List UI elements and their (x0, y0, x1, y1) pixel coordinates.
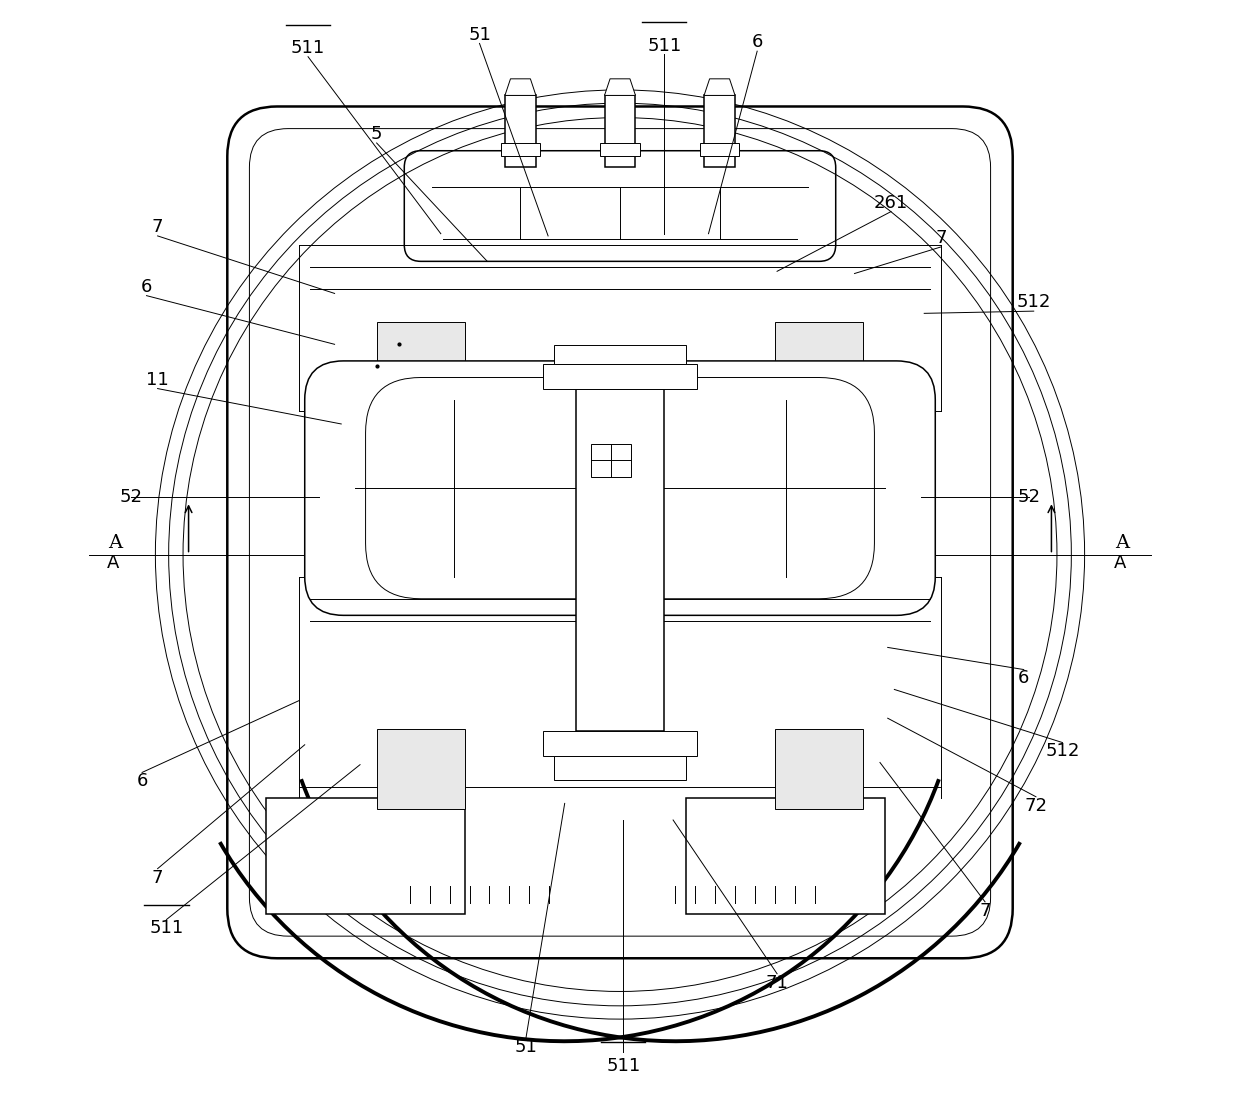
Bar (575, 388, 665, 732)
Bar (553, 756, 687, 780)
Bar (267, 797, 465, 914)
Bar (505, 95, 536, 167)
Polygon shape (505, 79, 536, 95)
Text: 512: 512 (1017, 293, 1052, 312)
Text: 6: 6 (751, 33, 763, 51)
Bar (704, 95, 735, 167)
Bar (377, 730, 465, 808)
Text: A: A (107, 554, 119, 572)
Text: 72: 72 (1024, 796, 1048, 815)
Text: 7: 7 (935, 230, 946, 247)
Bar (543, 364, 697, 388)
Text: A: A (1114, 554, 1126, 572)
Text: 511: 511 (606, 1057, 640, 1075)
Text: 512: 512 (1045, 742, 1080, 761)
Bar (543, 732, 697, 756)
Text: 7: 7 (980, 902, 991, 919)
Text: 52: 52 (1018, 488, 1040, 506)
Text: A: A (1115, 535, 1130, 552)
Text: 511: 511 (647, 37, 681, 54)
Text: 261: 261 (874, 194, 908, 212)
Text: 5: 5 (371, 125, 382, 143)
Bar (591, 444, 631, 477)
Bar (600, 143, 640, 156)
FancyBboxPatch shape (366, 377, 874, 599)
Text: 51: 51 (515, 1038, 537, 1056)
Bar (775, 730, 863, 808)
Text: 11: 11 (146, 370, 169, 389)
Bar (501, 143, 541, 156)
Text: 7: 7 (151, 868, 164, 886)
Bar (553, 345, 687, 364)
Text: 6: 6 (136, 772, 148, 791)
Text: 52: 52 (119, 488, 143, 506)
Text: 511: 511 (149, 919, 184, 937)
Bar (699, 143, 739, 156)
Text: 6: 6 (1018, 670, 1029, 688)
Polygon shape (704, 79, 735, 95)
Bar (687, 797, 885, 914)
Text: 7: 7 (151, 218, 164, 236)
Bar (377, 323, 465, 410)
Polygon shape (605, 79, 635, 95)
Text: 6: 6 (141, 277, 153, 296)
FancyBboxPatch shape (305, 360, 935, 615)
Text: A: A (109, 535, 123, 552)
Bar (605, 95, 635, 167)
Text: 71: 71 (765, 974, 789, 991)
Text: 511: 511 (291, 39, 325, 57)
Bar (775, 323, 863, 410)
Text: 51: 51 (467, 26, 491, 43)
